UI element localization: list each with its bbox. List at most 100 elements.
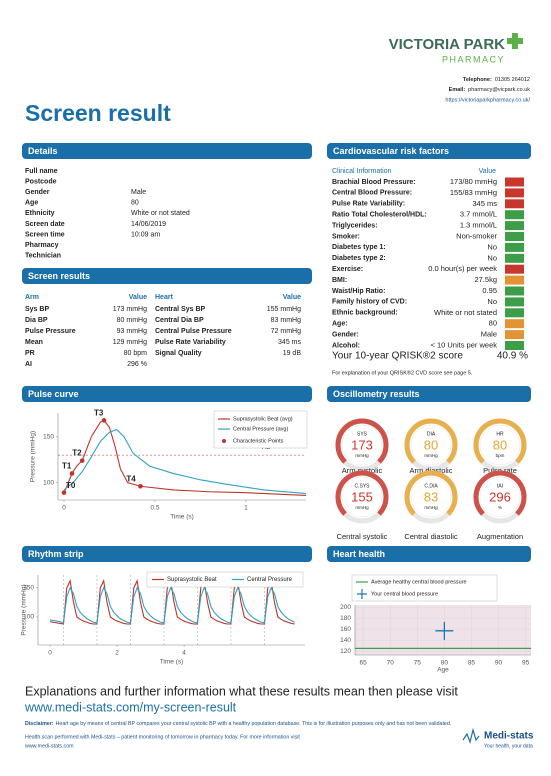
y-tick-label: 100 bbox=[43, 479, 54, 486]
risk-label: Family history of CVD: bbox=[332, 299, 407, 306]
section-heading: Heart health bbox=[333, 549, 385, 559]
gauge-name: C.SYS bbox=[354, 483, 370, 489]
contact-value: pharmacy@vicpark.co.uk bbox=[468, 87, 530, 93]
detail-value: 80 bbox=[131, 200, 139, 207]
x-tick-label: 75 bbox=[414, 660, 422, 667]
risk-indicator bbox=[505, 242, 524, 252]
gauge-name: SYS bbox=[357, 431, 368, 437]
characteristic-point bbox=[61, 490, 67, 495]
y-tick-label: 150 bbox=[23, 585, 34, 592]
risk-indicator bbox=[505, 199, 524, 209]
detail-label: Ethnicity bbox=[25, 210, 55, 217]
column-header: Value bbox=[129, 294, 147, 301]
gauge-value: 155 bbox=[351, 489, 373, 504]
gauge-face bbox=[341, 424, 383, 466]
risk-label: Ratio Total Cholesterol/HDL: bbox=[332, 212, 427, 219]
detail-label: Screen date bbox=[25, 221, 65, 228]
risk-value: < 10 Units per week bbox=[431, 340, 498, 349]
gauge-name: HR bbox=[496, 431, 504, 437]
risk-label: Gender: bbox=[332, 331, 359, 338]
x-tick-label: 65 bbox=[360, 660, 368, 667]
risk-indicator bbox=[505, 177, 524, 187]
score-value: 40.9 % bbox=[497, 351, 528, 362]
risk-indicator bbox=[505, 253, 524, 263]
section-header-bar bbox=[327, 143, 531, 159]
section-heading: Details bbox=[28, 146, 58, 156]
risk-value: Male bbox=[481, 330, 497, 339]
risk-indicator bbox=[505, 264, 524, 274]
contact-line: Email: pharmacy@vicpark.co.uk bbox=[449, 87, 531, 93]
x-tick-label: 0 bbox=[62, 505, 66, 512]
risk-label: Ethnic background: bbox=[332, 310, 398, 317]
risk-value: No bbox=[487, 297, 497, 306]
gauge-arc bbox=[404, 470, 458, 516]
gauge-label: Central systolic bbox=[337, 532, 388, 541]
risk-indicator bbox=[505, 297, 524, 307]
gauge-label: Arm systolic bbox=[342, 466, 383, 475]
y-tick-label: 180 bbox=[340, 615, 351, 622]
detail-label: Screen time bbox=[25, 231, 65, 238]
footer-note: Health scan performed with Medi-stats – … bbox=[25, 734, 300, 740]
legend-label: Characteristic Points bbox=[233, 438, 284, 444]
gauge-unit: mmHg bbox=[424, 505, 438, 510]
legend-label: Central Pressure bbox=[247, 577, 293, 583]
result-label: Sys BP bbox=[25, 306, 49, 313]
user-marker bbox=[435, 621, 454, 640]
section-header-bar bbox=[327, 546, 531, 562]
y-tick-label: 140 bbox=[340, 637, 351, 644]
result-value: 80 bpm bbox=[124, 350, 148, 357]
result-label: Central Dia BP bbox=[155, 317, 204, 324]
risk-indicator bbox=[505, 341, 524, 350]
section-heading: Pulse curve bbox=[28, 389, 79, 399]
x-tick-label: 90 bbox=[495, 660, 503, 667]
risk-label: Central Blood Pressure: bbox=[332, 190, 412, 197]
legend-swatch bbox=[222, 439, 226, 443]
gauge-unit: % bbox=[498, 505, 502, 510]
result-value: 155 mmHg bbox=[267, 306, 301, 313]
risk-label: Diabetes type 2: bbox=[332, 255, 386, 262]
risk-indicator bbox=[505, 188, 524, 198]
explanation-link: www.medi-stats.com/my-screen-result bbox=[24, 700, 237, 714]
gauge-value: 80 bbox=[424, 437, 438, 452]
contact-label: Telephone: bbox=[463, 77, 492, 83]
risk-value: No bbox=[487, 242, 497, 251]
gauge-value: 83 bbox=[424, 489, 438, 504]
x-axis-label: Time (s) bbox=[170, 514, 194, 521]
column-header: Value bbox=[479, 168, 496, 175]
gauge-face bbox=[479, 424, 521, 466]
logo-cross bbox=[507, 33, 523, 49]
contact-url: https://victoriaparkpharmacy.co.uk/ bbox=[445, 97, 530, 103]
legend-label: Average healthy central blood pressure bbox=[371, 579, 467, 585]
section-heading: Oscillometry results bbox=[333, 389, 420, 399]
logo-name: VICTORIA PARK bbox=[389, 36, 506, 53]
point-label: T2 bbox=[72, 449, 82, 458]
x-tick-label: 2 bbox=[115, 650, 119, 657]
risk-label: Diabetes type 1: bbox=[332, 244, 386, 251]
gauge-value: 173 bbox=[351, 437, 373, 452]
y-tick-label: 100 bbox=[23, 614, 34, 621]
x-tick-label: 1 bbox=[244, 505, 248, 512]
result-label: AI bbox=[25, 361, 32, 368]
risk-value: 173/80 mmHg bbox=[450, 177, 497, 186]
result-value: 173 mmHg bbox=[113, 306, 147, 313]
result-value: 19 dB bbox=[283, 350, 302, 357]
score-label: Your 10-year QRISK®2 score bbox=[332, 351, 463, 362]
point-label: T4 bbox=[126, 474, 136, 483]
column-header: Heart bbox=[155, 294, 174, 301]
disclaimer-label: Disclaimer: bbox=[25, 721, 54, 727]
x-tick-label: 80 bbox=[441, 660, 449, 667]
characteristic-point bbox=[138, 483, 143, 489]
section-header-bar bbox=[22, 546, 312, 562]
characteristic-point bbox=[79, 458, 85, 463]
gauge-arc bbox=[335, 470, 389, 516]
gauge-label: Augmentation bbox=[477, 532, 523, 541]
detail-value: 10:09 am bbox=[131, 231, 160, 238]
gauge-arc bbox=[473, 418, 527, 464]
result-value: 83 mmHg bbox=[271, 317, 301, 324]
risk-indicator bbox=[505, 275, 524, 285]
gauge-face bbox=[410, 424, 452, 466]
gauge-arc bbox=[404, 418, 458, 464]
risk-value: 0.0 hour(s) per week bbox=[428, 264, 497, 273]
y-tick-label: 200 bbox=[340, 604, 351, 611]
